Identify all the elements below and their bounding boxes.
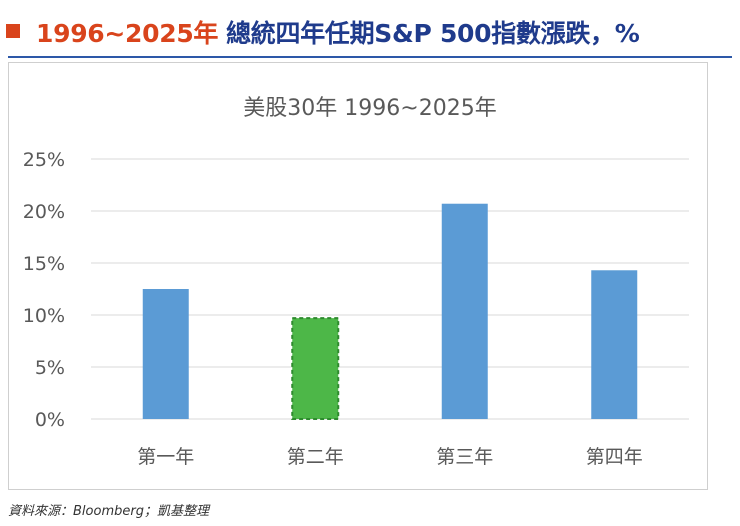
bar-3	[441, 203, 488, 419]
bar-chart: 美股30年 1996~2025年 0% 5% 10% 15% 20% 25% 第一年 第二年 第三…	[23, 96, 689, 468]
chart-title: 美股30年 1996~2025年	[243, 96, 496, 121]
x-tick-label: 第三年	[436, 446, 493, 468]
bar-2	[291, 317, 340, 420]
bar-1	[142, 289, 189, 419]
x-tick-label: 第二年	[287, 446, 344, 468]
y-tick-label: 15%	[23, 253, 65, 275]
page-title: 1996~2025年 總統四年任期S&P 500指數漲跌，%	[36, 14, 640, 50]
y-tick-label: 20%	[23, 201, 65, 223]
page-header: 1996~2025年 總統四年任期S&P 500指數漲跌，%	[0, 0, 740, 58]
y-tick-label: 10%	[23, 305, 65, 327]
x-tick-label: 第一年	[137, 446, 194, 468]
title-marker-square	[6, 24, 20, 38]
header-divider	[8, 56, 732, 58]
page-title-accent: 1996~2025年	[36, 19, 219, 48]
page-title-main: 總統四年任期S&P 500指數漲跌，%	[226, 19, 640, 48]
bar-4	[591, 270, 638, 419]
x-tick-label: 第四年	[586, 446, 643, 468]
chart-container: 美股30年 1996~2025年 0% 5% 10% 15% 20% 25% 第一年 第二年 第三…	[8, 62, 708, 490]
y-tick-label: 25%	[23, 149, 65, 171]
source-note: 資料來源：Bloomberg；凱基整理	[8, 504, 209, 519]
y-tick-label: 0%	[35, 409, 65, 431]
y-tick-label: 5%	[35, 357, 65, 379]
